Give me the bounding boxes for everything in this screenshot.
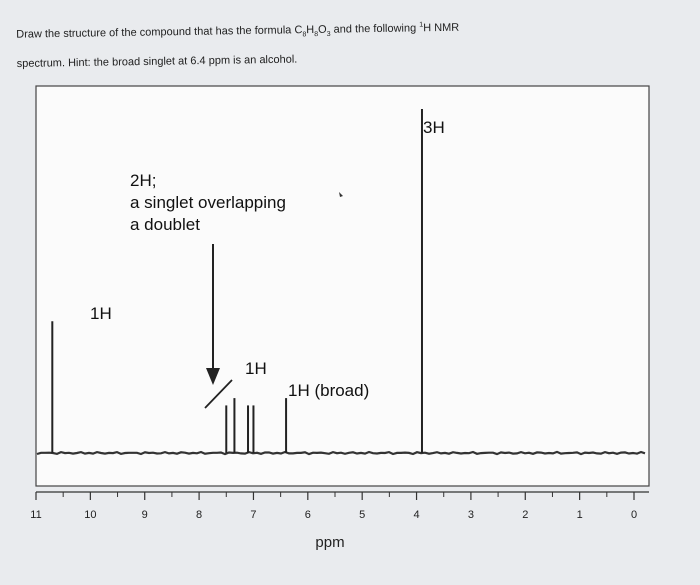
x-tick-label-5: 5: [359, 509, 365, 521]
x-tick-label-10: 10: [84, 509, 96, 521]
x-tick-label-9: 9: [142, 509, 148, 521]
doublet-label-line-1: 2H;: [130, 171, 156, 190]
annotation-arrow-head: [206, 368, 220, 385]
spectrum-baseline: [36, 450, 646, 456]
x-tick-label-7: 7: [250, 509, 256, 521]
peak-label-1h-left: 1H: [90, 304, 112, 323]
cursor-icon: [339, 192, 343, 197]
x-tick-label-1: 1: [577, 509, 583, 521]
peak-label-3h: 3H: [423, 118, 445, 137]
peak-label-broad: 1H (broad): [288, 381, 369, 400]
x-ticks-group: 11 10 9 8 7 6 5 4 3 2 1 0: [30, 492, 637, 521]
x-tick-label-3: 3: [468, 509, 474, 521]
doublet-label-line-3: a doublet: [130, 215, 200, 234]
x-tick-label-0: 0: [631, 509, 637, 521]
x-tick-label-11: 11: [30, 509, 41, 521]
x-tick-label-4: 4: [413, 509, 419, 521]
plot-frame: [35, 85, 650, 487]
peak-label-1h-mid: 1H: [245, 359, 267, 378]
x-tick-label-6: 6: [305, 509, 311, 521]
peaks-group: [51, 108, 423, 453]
x-tick-label-8: 8: [196, 509, 202, 521]
x-axis-label: ppm: [315, 534, 344, 551]
doublet-label-line-2: a singlet overlapping: [130, 193, 286, 212]
annotation-slash: [204, 379, 233, 409]
x-tick-label-2: 2: [522, 509, 528, 521]
